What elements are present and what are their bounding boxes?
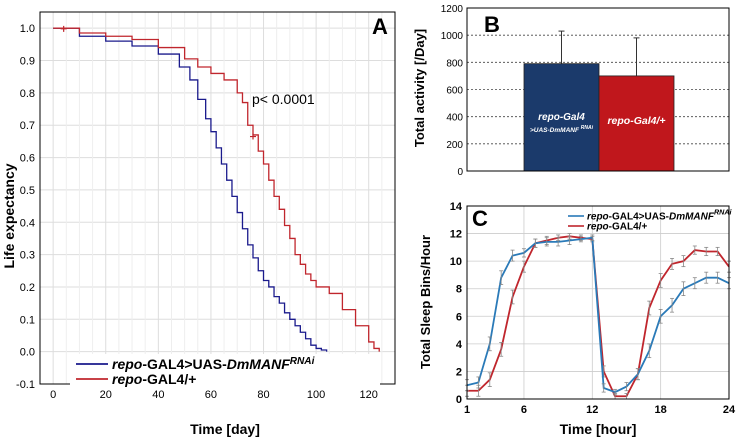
- panel-a-ylabel: Life expectancy: [1, 163, 17, 268]
- y-tick-label: 8: [456, 284, 462, 296]
- x-tick-label: 80: [257, 389, 269, 401]
- x-tick-label: 100: [307, 389, 325, 401]
- y-tick-label: 0.0: [20, 347, 35, 359]
- y-tick-label: 0.3: [20, 250, 35, 262]
- panel-c-frame: [466, 205, 730, 400]
- y-tick-label: 12: [450, 229, 462, 241]
- panel-b-frame: [466, 7, 730, 172]
- y-tick-label: 0: [456, 394, 462, 406]
- legend-label: repo-GAL4/+: [112, 371, 196, 387]
- y-tick-label: 1200: [441, 4, 464, 15]
- y-tick-label: 0.8: [20, 88, 35, 100]
- y-tick-label: 400: [446, 113, 463, 124]
- y-tick-label: 4: [456, 339, 463, 351]
- panel-b-ticks: 0 200 400 600 800 1000 1200: [441, 4, 464, 178]
- panel-a-pvalue-annotation: p< 0.0001: [252, 91, 315, 107]
- x-tick-label: 1: [464, 404, 470, 416]
- bar-sublabel-0: >UAS-DmMANF RNAi: [530, 125, 594, 134]
- y-tick-label: 14: [450, 201, 463, 213]
- censor-mark: [250, 133, 256, 140]
- legend-label: repo-GAL4/+: [587, 222, 647, 233]
- panel-c-ylabel: Total Sleep Bins/Hour: [418, 235, 433, 369]
- survival-line-1: [53, 27, 380, 352]
- y-tick-label: 600: [446, 86, 463, 97]
- y-tick-label: 0: [457, 167, 463, 178]
- x-tick-label: 12: [586, 404, 598, 416]
- panel-a-frame: [39, 11, 396, 385]
- x-tick-label: 0: [50, 389, 56, 401]
- survival-line-0: [53, 27, 328, 352]
- legend-label: repo-GAL4>UAS-DmMANFRNAi: [112, 356, 315, 372]
- y-tick-label: 10: [450, 256, 462, 268]
- bar-label-0: repo-Gal4: [538, 112, 585, 123]
- panel-c-letter: C: [472, 206, 488, 231]
- panel-a-xlabel: Time [day]: [190, 421, 260, 437]
- x-tick-label: 40: [152, 389, 164, 401]
- y-tick-label: 6: [456, 311, 462, 323]
- y-tick-label: 0.6: [20, 153, 35, 165]
- legend-label: repo-GAL4>UAS-DmMANFRNAi: [587, 208, 733, 223]
- censor-mark: [60, 25, 67, 32]
- y-tick-label: 0.1: [20, 314, 35, 326]
- y-tick-label: 1.0: [20, 23, 35, 35]
- y-tick-label: 200: [446, 140, 463, 151]
- legend-box: [70, 354, 380, 386]
- y-tick-label: 0.4: [20, 217, 35, 229]
- y-tick-label: 0.2: [20, 282, 35, 294]
- x-tick-label: 60: [205, 389, 217, 401]
- panel-b-ylabel: Total activity [/Day]: [412, 29, 427, 147]
- y-tick-label: 800: [446, 58, 463, 69]
- bar-1: [598, 75, 675, 172]
- bar-label-1: repo-Gal4/+: [607, 115, 665, 127]
- panel-a-ticks: 0 20 40 60 80 100 120 -0.1 0.0 0.1 0.2 0.3 0.4 0.5 0.6…: [16, 23, 378, 401]
- sleep-line-0: [466, 236, 730, 394]
- panel-a-series: [53, 25, 380, 352]
- y-tick-label: 0.5: [20, 185, 35, 197]
- y-tick-label: 2: [456, 366, 462, 378]
- y-tick-label: -0.1: [16, 379, 35, 391]
- panel-a-survival-chart: 0 20 40 60 80 100 120 -0.1 0.0 0.1 0.2 0.3 0.4 0.5 0.6…: [1, 11, 396, 437]
- panel-a-grid: [40, 12, 395, 385]
- panel-b-bar-chart: repo-Gal4 >UAS-DmMANF RNAi repo-Gal4/+ 0 20…: [412, 4, 730, 178]
- panel-a-letter: A: [372, 14, 388, 39]
- panel-c-xlabel: Time [hour]: [560, 421, 637, 437]
- x-tick-label: 20: [100, 389, 112, 401]
- x-tick-label: 120: [360, 389, 378, 401]
- panel-b-bars: repo-Gal4 >UAS-DmMANF RNAi repo-Gal4/+: [523, 30, 675, 172]
- x-tick-label: 24: [723, 404, 736, 416]
- x-tick-label: 6: [521, 404, 527, 416]
- panel-b-letter: B: [484, 12, 500, 37]
- panel-c-series: [465, 233, 731, 400]
- y-tick-label: 0.9: [20, 56, 35, 68]
- y-tick-label: 1000: [441, 31, 464, 42]
- x-tick-label: 18: [655, 404, 667, 416]
- y-tick-label: 0.7: [20, 120, 35, 132]
